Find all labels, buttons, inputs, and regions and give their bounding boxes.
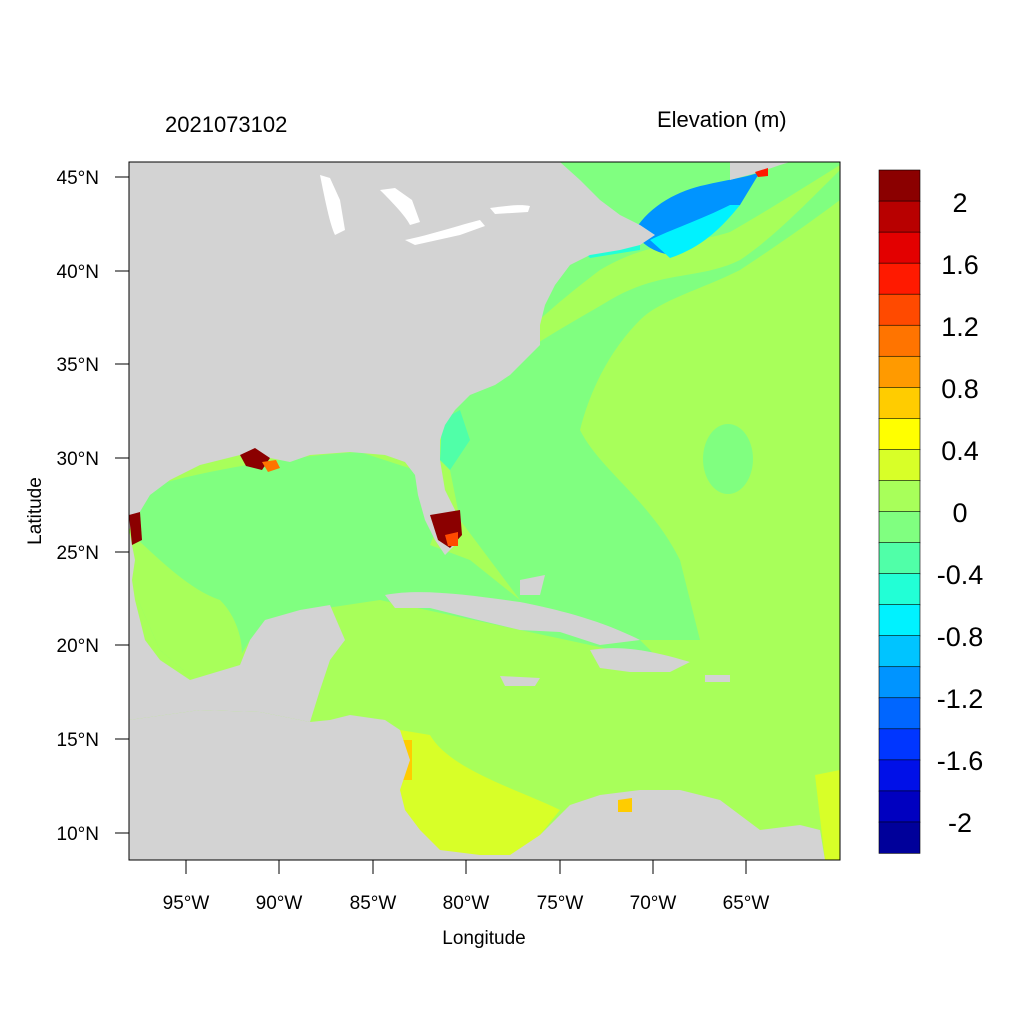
colorbar-labels: 2 1.6 1.2 0.8 0.4 0 -0.4 -0.8 -1.2 -1.6 … (937, 188, 984, 838)
y-tick-label: 10°N (57, 824, 99, 845)
mexico-land (129, 530, 345, 722)
central-south-america-land (129, 700, 825, 860)
y-tick-label: 25°N (57, 543, 99, 564)
x-tick-label: 90°W (256, 893, 303, 914)
colorbar-swatch (878, 200, 921, 233)
colorbar-swatch (878, 262, 921, 295)
colorbar-label: 0.8 (941, 374, 979, 404)
y-tick-label: 45°N (57, 168, 99, 189)
lake-erie (405, 220, 485, 245)
y-axis-title: Latitude (25, 477, 46, 545)
colorbar-label: -2 (948, 808, 972, 838)
florida-keys-anomaly (445, 532, 458, 546)
map-plot-area (129, 162, 840, 860)
x-axis-title: Longitude (442, 928, 525, 949)
lake-ontario (490, 205, 530, 214)
colorbar-swatch (878, 542, 921, 575)
western-gulf-positive-region (138, 540, 242, 680)
hispaniola-land (590, 648, 690, 672)
lake-huron (380, 188, 420, 225)
colorbar-swatch (878, 324, 921, 357)
colorbar-swatch (878, 635, 921, 668)
colorbar-label: -0.4 (937, 560, 984, 590)
nova-scotia-anomaly (755, 168, 768, 177)
colorbar-swatch (878, 511, 921, 544)
colorbar-swatch (878, 604, 921, 637)
y-tick-label: 15°N (57, 730, 99, 751)
colorbar-label: -1.6 (937, 746, 984, 776)
colorbar-swatch (878, 293, 921, 326)
colorbar-label: 2 (952, 188, 967, 218)
plot-frame (128, 161, 841, 861)
colorbar-label: -0.8 (937, 622, 984, 652)
x-axis: 95°W 90°W 85°W 80°W 75°W 70°W 65°W (163, 860, 770, 914)
colorbar-swatch (878, 231, 921, 264)
x-tick-label: 70°W (630, 893, 677, 914)
atlantic-shelf-region (440, 170, 840, 640)
colorbar-swatch (878, 169, 921, 202)
colorbar-label: 0.4 (941, 436, 979, 466)
variable-title: Elevation (m) (657, 107, 787, 132)
texas-coast-anomaly (129, 512, 142, 545)
colorbar (878, 169, 921, 854)
y-tick-label: 20°N (57, 636, 99, 657)
colorbar-swatch (878, 759, 921, 792)
colorbar-swatch (878, 418, 921, 451)
colorbar-swatch (878, 666, 921, 699)
y-tick-label: 30°N (57, 449, 99, 470)
cuba-land (385, 592, 640, 645)
louisiana-coast-anomaly (240, 448, 270, 470)
colorbar-label: 1.2 (941, 312, 979, 342)
x-tick-label: 65°W (723, 893, 770, 914)
colorbar-swatch (878, 697, 921, 730)
lake-michigan (320, 175, 345, 235)
x-tick-label: 80°W (443, 893, 490, 914)
x-tick-label: 85°W (350, 893, 397, 914)
x-tick-label: 75°W (537, 893, 584, 914)
atlantic-eddy (703, 424, 753, 494)
colorbar-swatch (878, 387, 921, 420)
colorbar-label: 1.6 (941, 250, 979, 280)
jamaica-land (500, 676, 540, 686)
east-caribbean-anomaly (815, 770, 840, 860)
colorbar-swatch (878, 449, 921, 482)
louisiana-delta-anomaly (262, 460, 280, 472)
bahamas-land (520, 575, 545, 595)
y-axis: 45°N 40°N 35°N 30°N 25°N 20°N 15°N 10°N (57, 168, 129, 845)
colorbar-swatch (878, 790, 921, 823)
colorbar-swatch (878, 355, 921, 389)
y-tick-label: 40°N (57, 262, 99, 283)
colorbar-label: 0 (952, 498, 967, 528)
southeast-coast-shelf (440, 410, 470, 470)
colorbar-label: -1.2 (937, 684, 984, 714)
colorbar-swatch (878, 728, 921, 761)
colorbar-swatch (878, 821, 921, 854)
timestamp-label: 2021073102 (165, 112, 288, 137)
nicaragua-shelf-anomaly (390, 730, 560, 860)
puerto-rico-land (705, 675, 730, 682)
colorbar-swatch (878, 480, 921, 513)
atlantic-near-zero-region (440, 162, 840, 420)
gulf-of-maine-shelf (650, 205, 740, 258)
y-tick-label: 35°N (57, 355, 99, 376)
venezuela-coast-anomaly (618, 798, 632, 812)
x-tick-label: 95°W (163, 893, 210, 914)
colorbar-swatch (878, 573, 921, 606)
